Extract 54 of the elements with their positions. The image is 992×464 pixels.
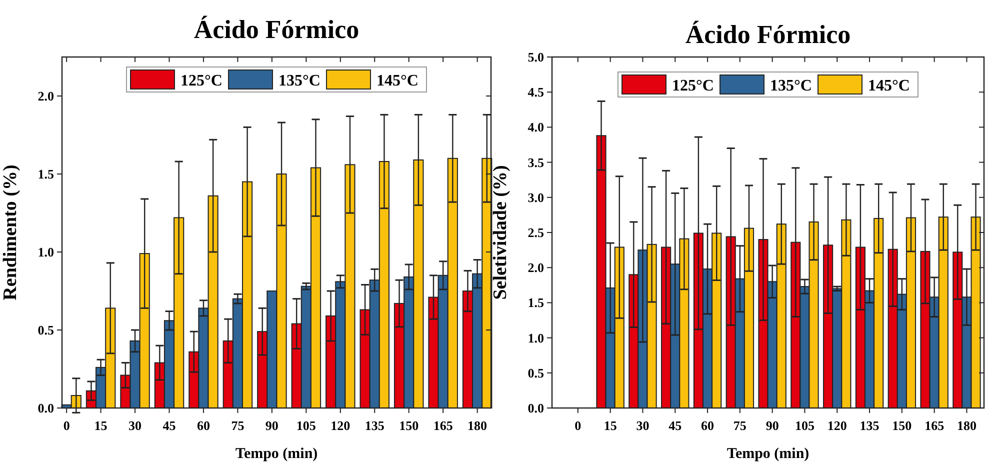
y-tick-label: 0.5 <box>528 365 544 380</box>
legend-label: 135°C <box>770 78 812 94</box>
y-tick-label: 2.0 <box>528 260 544 276</box>
x-tick-label: 15 <box>94 418 108 433</box>
chart-title: Ácido Fórmico <box>685 20 851 49</box>
x-tick-label: 75 <box>231 418 245 433</box>
legend-label: 135°C <box>278 72 320 90</box>
x-tick-label: 30 <box>128 418 142 433</box>
x-tick-label: 150 <box>892 418 912 433</box>
x-tick-label: 120 <box>827 418 847 433</box>
x-tick-label: 150 <box>399 418 419 433</box>
x-tick-label: 135 <box>860 418 880 433</box>
legend-label: 145°C <box>868 78 910 94</box>
legend-label: 125°C <box>180 72 222 90</box>
x-tick-label: 75 <box>733 418 747 433</box>
y-tick-label: 1.0 <box>38 244 54 260</box>
chart-title: Ácido Fórmico <box>194 15 360 44</box>
y-tick-label: 2.5 <box>528 225 544 240</box>
x-axis-title: Tempo (min) <box>235 446 318 462</box>
x-tick-label: 0 <box>574 418 582 433</box>
x-tick-label: 105 <box>794 418 815 433</box>
y-tick-label: 5.0 <box>528 50 544 64</box>
y-tick-label: 3.5 <box>528 154 544 170</box>
x-tick-label: 45 <box>162 418 176 433</box>
y-tick-label: 4.0 <box>528 120 544 135</box>
x-tick-label: 105 <box>296 418 316 433</box>
y-axis-title: Seletividade (%) <box>490 165 511 300</box>
y-tick-label: 4.5 <box>528 84 544 100</box>
x-tick-label: 180 <box>468 418 488 433</box>
x-tick-label: 165 <box>433 418 454 433</box>
x-tick-label: 30 <box>636 418 650 433</box>
y-tick-label: 0.0 <box>528 400 544 416</box>
x-tick-label: 90 <box>766 418 779 433</box>
x-tick-label: 135 <box>364 418 385 433</box>
y-tick-label: 0.0 <box>38 400 54 416</box>
x-tick-label: 120 <box>330 418 350 433</box>
x-tick-label: 60 <box>196 418 210 433</box>
x-tick-label: 180 <box>956 418 976 433</box>
x-axis-title: Tempo (min) <box>726 446 810 462</box>
y-tick-label: 3.0 <box>528 190 544 205</box>
x-tick-label: 45 <box>668 418 682 433</box>
x-tick-label: 0 <box>63 418 70 433</box>
y-tick-label: 1.5 <box>38 166 54 182</box>
y-tick-label: 1.0 <box>528 330 544 346</box>
y-axis-title: Rendimento (%) <box>0 164 21 300</box>
x-tick-label: 90 <box>265 418 278 433</box>
legend-label: 125°C <box>672 78 714 94</box>
y-tick-label: 2.0 <box>38 88 54 104</box>
x-tick-label: 15 <box>604 418 618 433</box>
x-tick-label: 60 <box>701 418 714 433</box>
y-tick-label: 0.5 <box>38 322 54 338</box>
legend-label: 145°C <box>376 72 418 90</box>
x-tick-label: 165 <box>924 418 945 433</box>
y-tick-label: 1.5 <box>528 295 544 310</box>
